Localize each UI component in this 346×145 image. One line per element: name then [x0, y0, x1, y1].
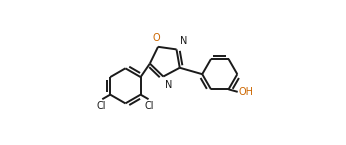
Text: Cl: Cl: [97, 101, 106, 111]
Text: OH: OH: [238, 87, 254, 97]
Text: Cl: Cl: [144, 101, 154, 111]
Text: N: N: [180, 36, 187, 46]
Text: O: O: [153, 33, 161, 43]
Text: N: N: [165, 80, 173, 90]
